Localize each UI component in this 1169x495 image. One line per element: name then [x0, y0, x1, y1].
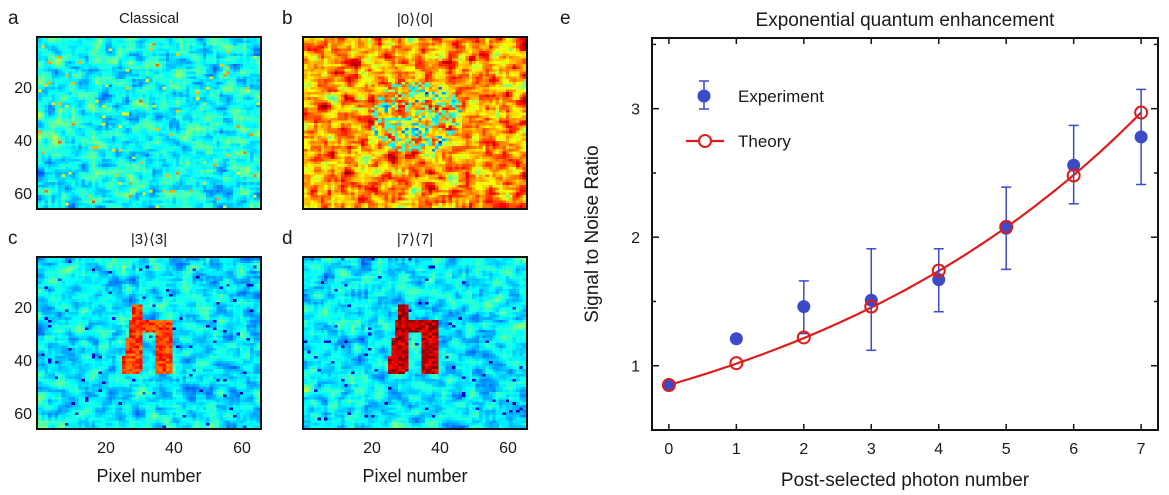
legend-experiment-marker	[697, 89, 711, 103]
x-tick-label: 6	[1069, 441, 1078, 458]
panel-letter-e: e	[560, 8, 571, 29]
heatmap-ytick-a-20: 20	[14, 80, 32, 97]
legend-experiment-label: Experiment	[738, 87, 824, 106]
heatmap-ytick-c-60: 60	[14, 406, 32, 423]
theory-point	[1066, 168, 1081, 183]
heatmap-xtick-c-40: 40	[165, 440, 183, 457]
experiment-point	[662, 378, 676, 392]
theory-point	[661, 378, 676, 393]
heatmap-ytick-c-40: 40	[14, 353, 32, 370]
panel-letter-a: a	[8, 8, 19, 29]
theory-point	[931, 263, 946, 278]
experiment-point	[797, 300, 811, 314]
theory-line	[668, 111, 1142, 387]
y-axis-label: Signal to Noise Ratio	[582, 145, 603, 322]
x-tick-label: 0	[664, 441, 673, 458]
x-tick-label: 7	[1137, 441, 1146, 458]
heatmap-xlabel-d: Pixel number	[362, 466, 468, 486]
theory-point	[796, 330, 811, 345]
experiment-point	[729, 332, 743, 346]
panel-letter-c: c	[8, 228, 18, 249]
heatmap-title-d: |7⟩⟨7|	[396, 231, 434, 248]
x-tick-label: 3	[867, 441, 876, 458]
x-tick-label: 2	[799, 441, 808, 458]
theory-point	[1134, 105, 1149, 120]
legend-theory-marker	[698, 134, 712, 148]
heatmap-ytick-a-40: 40	[14, 133, 32, 150]
chart-title: Exponential quantum enhancement	[756, 10, 1056, 31]
experiment-point	[1067, 158, 1081, 172]
heatmap-image-d	[302, 256, 528, 430]
y-tick-label: 2	[631, 230, 640, 247]
heatmap-image-c	[36, 256, 262, 430]
heatmap-xtick-d-60: 60	[499, 440, 517, 457]
y-tick-label: 3	[631, 102, 640, 119]
x-axis-label: Post-selected photon number	[781, 470, 1030, 491]
heatmap-xtick-c-60: 60	[233, 440, 251, 457]
x-tick-label: 5	[1002, 441, 1011, 458]
heatmap-ytick-a-60: 60	[14, 186, 32, 203]
chart-legend: Experiment Theory	[686, 80, 824, 151]
legend-theory-label: Theory	[738, 132, 791, 151]
theory-point	[864, 299, 879, 314]
heatmap-title-c: |3⟩⟨3|	[130, 231, 168, 248]
heatmap-title-a: Classical	[118, 10, 179, 27]
theory-point	[729, 356, 744, 371]
heatmap-title-b: |0⟩⟨0|	[396, 11, 434, 28]
theory-point	[999, 219, 1014, 234]
plot-frame	[651, 37, 1159, 431]
y-tick-label: 1	[631, 359, 640, 376]
panel-letter-d: d	[282, 228, 293, 249]
heatmap-xlabel-c: Pixel number	[96, 466, 202, 486]
x-tick-label: 4	[934, 441, 943, 458]
heatmap-image-b	[302, 36, 528, 210]
heatmap-ytick-c-20: 20	[14, 300, 32, 317]
snr-chart: Exponential quantum enhancement 0 1 2 3 4 5 6 7 1…	[582, 10, 1159, 491]
heatmap-xtick-c-20: 20	[97, 440, 115, 457]
panel-letter-b: b	[282, 8, 293, 29]
experiment-point	[1134, 130, 1148, 144]
heatmap-xtick-d-40: 40	[431, 440, 449, 457]
heatmap-image-a	[36, 36, 262, 210]
heatmap-xtick-d-20: 20	[363, 440, 381, 457]
x-tick-label: 1	[732, 441, 741, 458]
